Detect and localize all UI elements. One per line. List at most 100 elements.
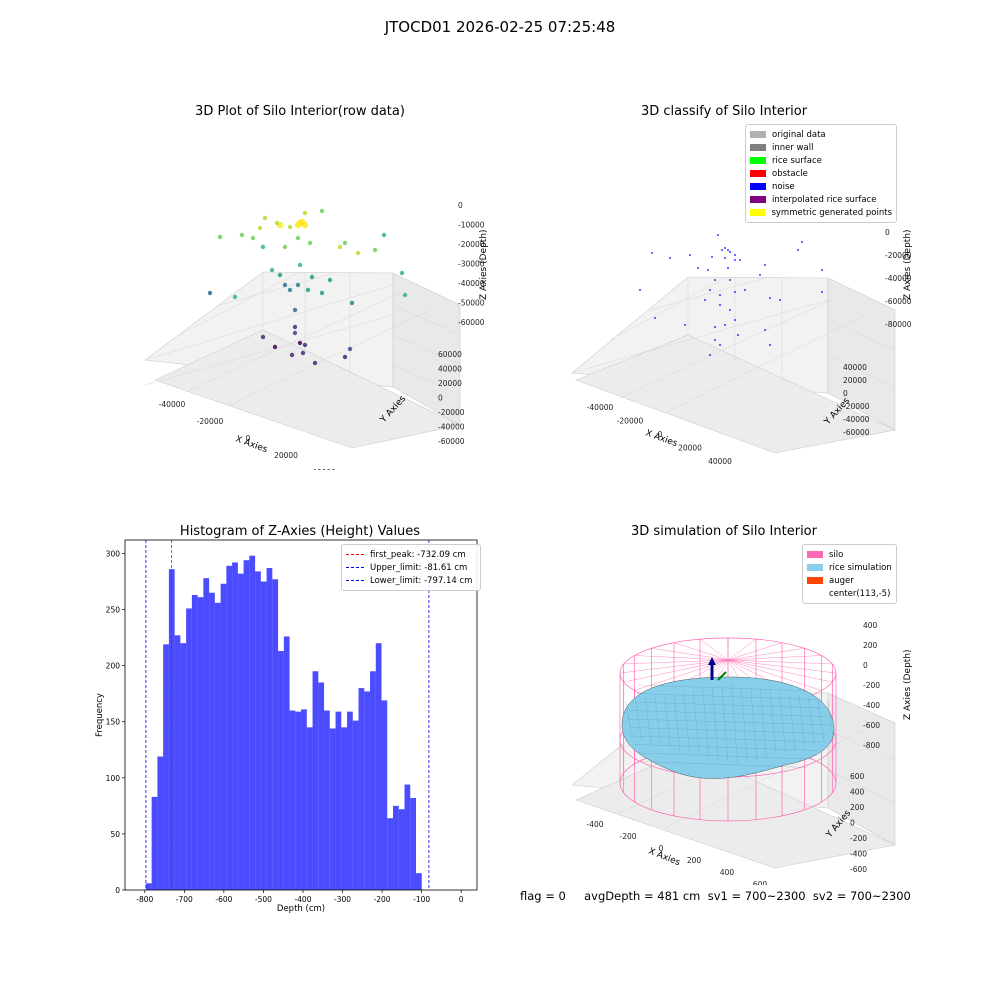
histogram-bar xyxy=(220,583,227,890)
histogram-bar xyxy=(243,560,250,890)
x-tick-label: 400 xyxy=(720,868,735,877)
y-tick-label: 60000 xyxy=(438,350,462,359)
panel4-title: 3D simulation of Silo Interior xyxy=(631,524,817,539)
raw-data-point xyxy=(260,244,266,250)
panel4-xlabel: X Axies xyxy=(647,847,682,869)
noise-point xyxy=(719,304,721,306)
histogram-bar xyxy=(214,602,221,890)
histogram-ylabel: Frequency xyxy=(95,693,105,737)
legend-line xyxy=(346,554,364,555)
y-tick-label: -400 xyxy=(850,850,867,859)
raw-data-point xyxy=(399,270,405,276)
x-tick-label: 40000 xyxy=(312,468,336,470)
y-tick-label: 40000 xyxy=(843,363,867,372)
legend-entry: Upper_limit: -81.61 cm xyxy=(346,561,476,574)
histogram-bar xyxy=(260,581,267,890)
legend-label: original data xyxy=(772,129,826,140)
noise-point xyxy=(739,259,741,261)
histogram-bar xyxy=(168,569,175,890)
histogram-bar xyxy=(232,562,238,890)
histogram-bar xyxy=(398,809,405,890)
raw-data-point xyxy=(337,244,343,250)
legend-swatch xyxy=(750,144,766,151)
y-tick-label: -40000 xyxy=(843,415,870,424)
noise-point xyxy=(717,234,719,236)
noise-point xyxy=(711,256,713,258)
legend-entry: obstacle xyxy=(750,167,892,180)
legend-entry: first_peak: -732.09 cm xyxy=(346,548,476,561)
noise-point xyxy=(821,269,823,271)
raw-data-point xyxy=(300,350,306,356)
y-tick-label: -20000 xyxy=(438,408,465,417)
y-tick-label: 100 xyxy=(106,774,121,783)
z-tick-label: -200 xyxy=(863,681,880,690)
histogram-bar xyxy=(237,573,244,890)
legend-label: center(113,-5) xyxy=(829,588,891,599)
raw-data-point xyxy=(272,344,278,350)
histogram-bar xyxy=(358,688,365,890)
z-tick-label: -50000 xyxy=(458,299,485,308)
auger-marker xyxy=(708,657,727,681)
histogram-bar xyxy=(289,710,296,890)
raw-data-point xyxy=(292,307,298,313)
histogram-bar xyxy=(295,711,302,890)
histogram-legend: first_peak: -732.09 cm Upper_limit: -81.6… xyxy=(341,544,481,591)
noise-point xyxy=(727,267,729,269)
y-tick-label: 200 xyxy=(850,803,865,812)
histogram-bar xyxy=(318,682,325,890)
noise-point xyxy=(821,291,823,293)
x-tick-label: -500 xyxy=(255,895,272,904)
x-tick-label: 0 xyxy=(459,895,464,904)
panel4-legend: silo rice simulation auger center(113,-5) xyxy=(802,544,897,604)
histogram-bar xyxy=(306,727,313,890)
x-tick-label: -200 xyxy=(374,895,391,904)
raw-data-point xyxy=(277,272,283,278)
noise-point xyxy=(707,269,709,271)
legend-entry: silo xyxy=(807,548,892,561)
noise-point xyxy=(779,299,781,301)
raw-data-point xyxy=(207,290,213,296)
z-tick-label: -60000 xyxy=(885,297,912,306)
histogram-bar xyxy=(203,578,210,890)
raw-data-point xyxy=(347,346,353,352)
x-tick-label: -200 xyxy=(619,832,636,841)
x-tick-label: 0 xyxy=(246,434,251,443)
histogram-bar xyxy=(370,671,376,890)
histogram-bar xyxy=(352,720,359,890)
panel2-3d-axes: -40000-20000020000400006000040000200000-… xyxy=(571,228,913,466)
legend-label: inner wall xyxy=(772,142,814,153)
legend-entry: center(113,-5) xyxy=(807,587,892,600)
histogram-bar xyxy=(174,635,181,890)
noise-point xyxy=(709,289,711,291)
x-tick-label: -600 xyxy=(215,895,232,904)
rice-simulation-surface xyxy=(621,676,835,779)
noise-point xyxy=(744,289,746,291)
legend-label: obstacle xyxy=(772,168,808,179)
histogram-bar xyxy=(180,643,187,890)
y-tick-label: 0 xyxy=(843,389,848,398)
histogram-bar xyxy=(255,571,261,890)
x-tick-label: -700 xyxy=(176,895,193,904)
x-tick-label: 20000 xyxy=(678,444,702,453)
histogram-bar xyxy=(381,700,388,890)
noise-point xyxy=(769,297,771,299)
y-tick-label: 40000 xyxy=(438,365,462,374)
histogram-bar xyxy=(157,756,164,890)
panel1-pane xyxy=(144,271,461,449)
noise-point xyxy=(697,267,699,269)
noise-point xyxy=(724,257,726,259)
noise-point xyxy=(764,264,766,266)
raw-data-point xyxy=(312,360,318,366)
noise-point xyxy=(727,249,729,251)
legend-entry: rice surface xyxy=(750,154,892,167)
legend-label: auger xyxy=(829,575,854,586)
z-tick-label: -800 xyxy=(863,741,880,750)
noise-point xyxy=(759,274,761,276)
histogram-bar xyxy=(186,608,192,890)
noise-point xyxy=(797,249,799,251)
raw-data-point xyxy=(287,287,293,293)
y-tick-label: -20000 xyxy=(843,402,870,411)
raw-data-point xyxy=(257,225,263,231)
x-tick-label: -20000 xyxy=(617,417,644,426)
raw-data-point xyxy=(289,352,295,358)
